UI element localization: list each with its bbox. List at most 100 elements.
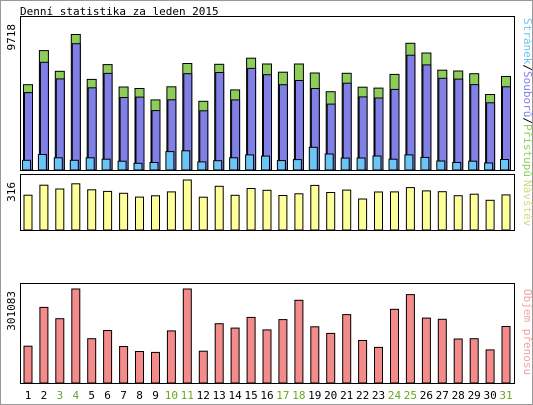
- bar-objem-přenosu-day-18: [294, 299, 304, 384]
- bar-objem-přenosu-day-6: [103, 330, 113, 384]
- bar-objem-přenosu-day-19: [310, 326, 320, 384]
- bar-souborů-day-9: [151, 110, 161, 171]
- bar-souborů-day-18: [294, 80, 304, 171]
- legend-bottom: Objem přenosu: [521, 289, 533, 375]
- bar-stránek-day-21: [340, 157, 350, 171]
- legend-entry: /: [521, 64, 533, 71]
- bar-objem-přenosu-day-22: [358, 340, 368, 384]
- legend-entry: Stránek: [521, 18, 533, 65]
- x-tick-day-4: 4: [72, 389, 79, 402]
- bar-stránek-day-28: [452, 162, 462, 171]
- bar-návštěv-day-18: [294, 193, 304, 231]
- legend-entry: Souborů: [521, 71, 533, 117]
- bar-stránek-day-3: [53, 157, 63, 171]
- bar-návštěv-day-7: [119, 192, 129, 231]
- x-tick-day-10: 10: [165, 389, 178, 402]
- x-tick-day-8: 8: [136, 389, 143, 402]
- x-tick-day-9: 9: [152, 389, 159, 402]
- panel-bottom: 301083 Objem přenosu: [5, 283, 533, 384]
- bar-stránek-day-6: [101, 158, 111, 171]
- chart-title: Denní statistika za leden 2015: [20, 5, 219, 18]
- bar-návštěv-day-25: [405, 187, 415, 231]
- bar-stránek-day-31: [500, 159, 509, 171]
- x-axis-day-labels: 1 2 3 4 5 6 7 8 9 10 11 12 13 14 15 16 17 18 19 20 21 22 23 24 2…: [25, 389, 513, 402]
- bar-objem-přenosu-day-25: [405, 294, 415, 384]
- panel-top: 9718 Stránek/Souborů/Přístupů: [5, 16, 533, 177]
- bar-stránek-day-26: [420, 156, 430, 171]
- legend-top: Stránek/Souborů/Přístupů: [521, 18, 533, 177]
- bar-stránek-day-22: [356, 157, 366, 171]
- bar-objem-přenosu-day-31: [501, 326, 511, 384]
- x-tick-day-24: 24: [388, 389, 402, 402]
- bar-návštěv-day-24: [390, 191, 399, 231]
- x-tick-day-13: 13: [213, 389, 226, 402]
- bar-stránek-day-29: [468, 160, 478, 171]
- bar-souborů-day-7: [119, 97, 129, 171]
- bar-objem-přenosu-day-8: [135, 351, 144, 384]
- bar-návštěv-day-12: [198, 196, 208, 231]
- bar-objem-přenosu-day-2: [39, 306, 49, 384]
- bar-návštěv-day-17: [278, 195, 288, 231]
- bar-návštěv-day-31: [501, 194, 511, 231]
- y-max-label: 9718: [5, 24, 18, 51]
- bar-objem-přenosu-day-16: [262, 329, 272, 384]
- bar-objem-přenosu-day-28: [453, 338, 463, 384]
- bar-návštěv-day-30: [485, 199, 495, 231]
- x-tick-day-23: 23: [372, 389, 385, 402]
- bar-stránek-day-13: [213, 160, 223, 171]
- bar-objem-přenosu-day-9: [151, 351, 160, 384]
- bar-stránek-day-11: [181, 150, 191, 171]
- bar-souborů-day-2: [39, 61, 49, 171]
- bar-stránek-day-8: [133, 162, 143, 171]
- bar-stránek-day-16: [261, 155, 270, 171]
- bar-návštěv-day-16: [262, 189, 272, 231]
- bar-objem-přenosu-day-24: [390, 308, 399, 384]
- bar-stránek-day-2: [37, 154, 47, 171]
- x-tick-day-15: 15: [244, 389, 257, 402]
- bar-souborů-day-3: [55, 78, 65, 171]
- x-tick-day-14: 14: [228, 389, 242, 402]
- bar-objem-přenosu-day-15: [246, 316, 256, 384]
- bar-objem-přenosu-day-4: [71, 288, 81, 384]
- bar-objem-přenosu-day-1: [23, 345, 33, 384]
- x-tick-day-19: 19: [308, 389, 321, 402]
- bar-návštěv-day-22: [358, 198, 368, 231]
- bar-stránek-day-4: [69, 159, 79, 171]
- x-tick-day-22: 22: [356, 389, 369, 402]
- bar-návštěv-day-19: [310, 184, 320, 231]
- bar-stránek-day-24: [388, 158, 398, 171]
- bar-návštěv-day-3: [55, 188, 65, 231]
- x-tick-day-25: 25: [404, 389, 417, 402]
- bar-návštěv-day-14: [230, 194, 240, 231]
- x-tick-day-11: 11: [181, 389, 194, 402]
- panel-middle: 316 Návštěv: [5, 174, 533, 231]
- bar-souborů-day-25: [406, 54, 416, 171]
- bar-návštěv-day-26: [421, 190, 431, 231]
- x-tick-day-30: 30: [483, 389, 496, 402]
- bar-souborů-day-31: [502, 86, 511, 171]
- bar-objem-přenosu-day-10: [166, 330, 176, 384]
- bar-návštěv-day-29: [469, 193, 479, 231]
- legend-entry: Objem přenosu: [521, 289, 533, 375]
- bar-stránek-day-19: [308, 146, 318, 171]
- bar-souborů-day-17: [278, 84, 288, 171]
- legend-entry: Přístupů: [521, 124, 533, 177]
- bar-souborů-day-27: [438, 77, 448, 171]
- x-tick-day-29: 29: [468, 389, 481, 402]
- bar-stránek-day-5: [85, 157, 95, 171]
- bar-souborů-day-26: [422, 64, 432, 171]
- bar-objem-přenosu-day-3: [55, 318, 65, 384]
- bar-návštěv-day-4: [71, 183, 81, 231]
- x-tick-day-1: 1: [25, 389, 32, 402]
- bar-souborů-day-4: [71, 43, 81, 171]
- bar-návštěv-day-2: [39, 184, 49, 231]
- bar-návštěv-day-13: [214, 185, 224, 231]
- x-tick-day-18: 18: [292, 389, 305, 402]
- bar-objem-přenosu-day-13: [214, 323, 224, 384]
- bar-souborů-day-8: [135, 96, 145, 171]
- bar-návštěv-day-11: [182, 179, 192, 231]
- bar-objem-přenosu-day-7: [119, 346, 129, 384]
- bar-stránek-day-27: [436, 160, 446, 171]
